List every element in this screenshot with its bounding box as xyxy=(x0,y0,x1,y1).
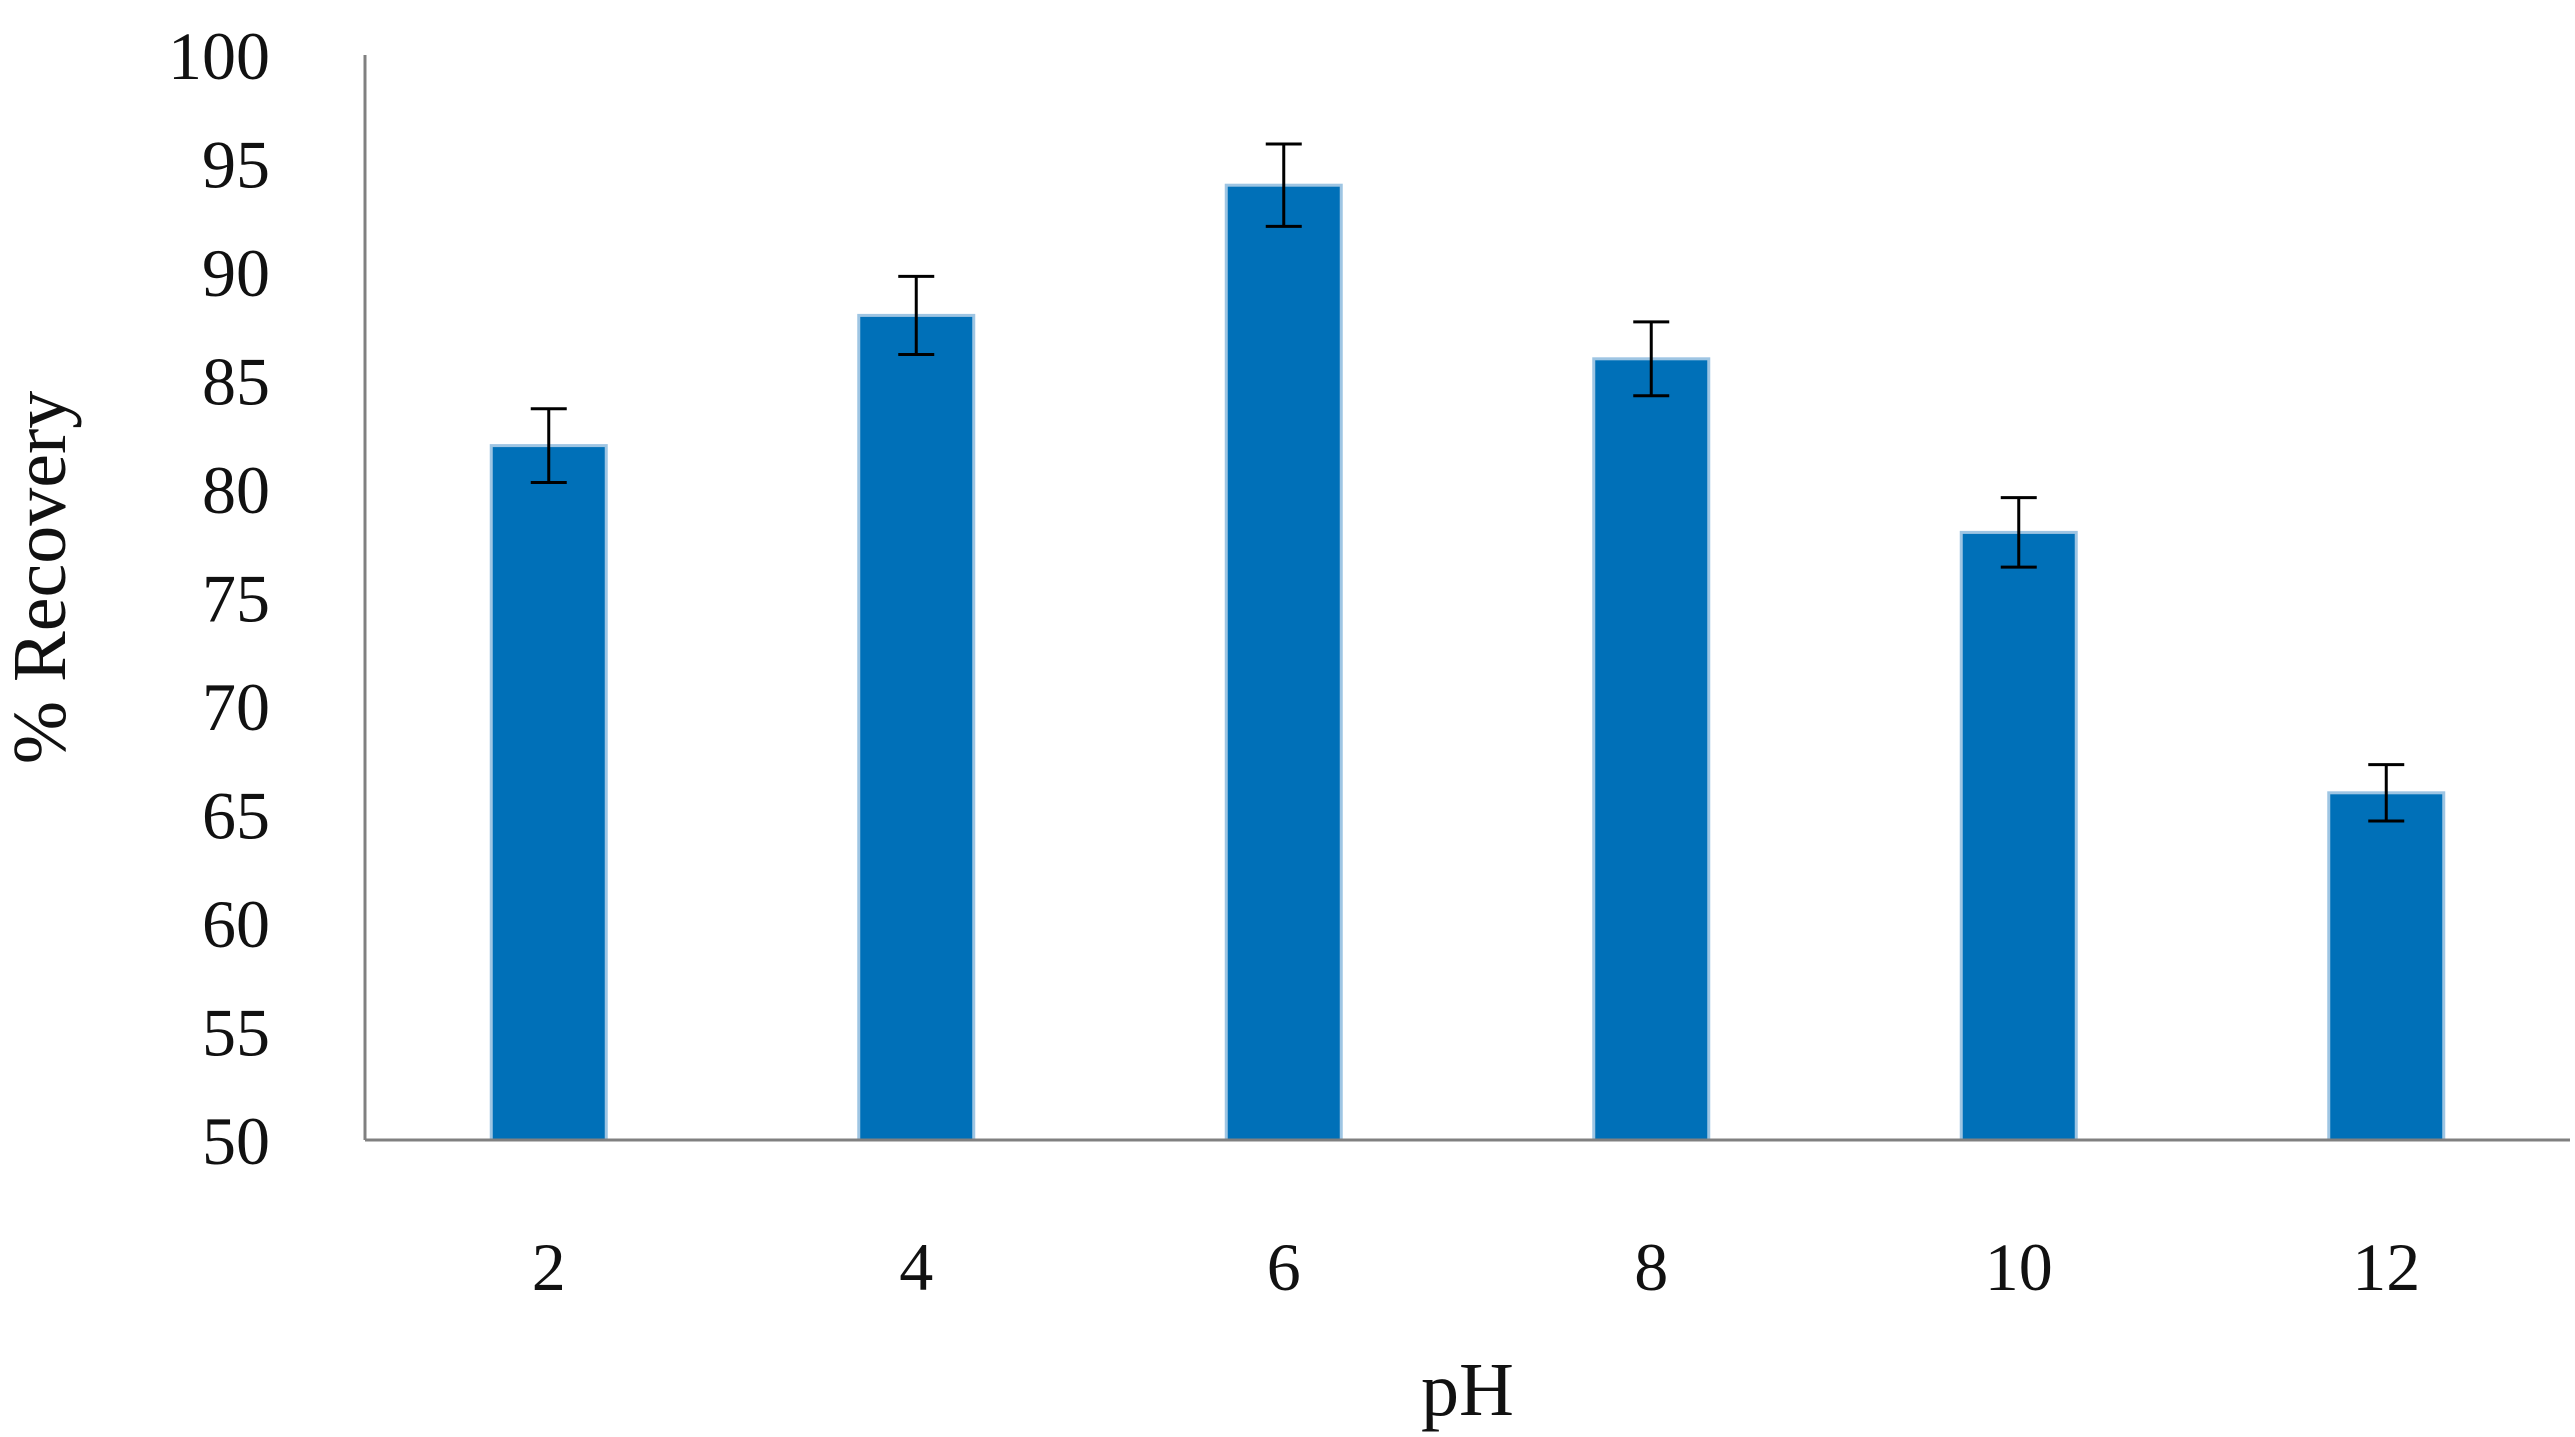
x-tick-label: 12 xyxy=(2352,1229,2420,1305)
y-tick-label: 70 xyxy=(202,669,270,745)
x-axis-title: pH xyxy=(1421,1348,1514,1432)
y-tick-label: 80 xyxy=(202,452,270,528)
y-axis-ticks: 50 55 60 65 70 75 80 85 90 95 100 xyxy=(168,18,270,1179)
y-tick-label: 90 xyxy=(202,235,270,311)
error-bars xyxy=(530,142,2405,823)
y-tick-label: 50 xyxy=(202,1103,270,1179)
bar xyxy=(1959,530,2078,1142)
bar xyxy=(489,444,608,1142)
bars xyxy=(489,183,2446,1142)
x-tick-label: 2 xyxy=(532,1229,566,1305)
bar xyxy=(1224,183,1343,1142)
y-tick-label: 55 xyxy=(202,995,270,1071)
y-tick-label: 85 xyxy=(202,344,270,420)
y-tick-label: 60 xyxy=(202,886,270,962)
bar xyxy=(1592,357,1711,1142)
error-bar xyxy=(1633,320,1670,398)
x-axis-ticks: 2 4 6 8 10 12 xyxy=(532,1229,2421,1305)
bar xyxy=(857,313,976,1142)
error-bar xyxy=(530,407,567,484)
bar xyxy=(2327,791,2446,1142)
error-bar xyxy=(2368,763,2405,823)
y-tick-label: 75 xyxy=(202,561,270,637)
x-tick-label: 4 xyxy=(899,1229,933,1305)
x-tick-label: 6 xyxy=(1267,1229,1301,1305)
x-tick-label: 10 xyxy=(1985,1229,2053,1305)
error-bar xyxy=(2000,496,2037,569)
error-bar xyxy=(898,274,935,356)
y-tick-label: 65 xyxy=(202,778,270,854)
error-bar xyxy=(1265,142,1302,228)
y-axis-title: % Recovery xyxy=(0,391,82,765)
x-tick-label: 8 xyxy=(1634,1229,1668,1305)
y-tick-label: 100 xyxy=(168,18,270,94)
y-tick-label: 95 xyxy=(202,127,270,203)
